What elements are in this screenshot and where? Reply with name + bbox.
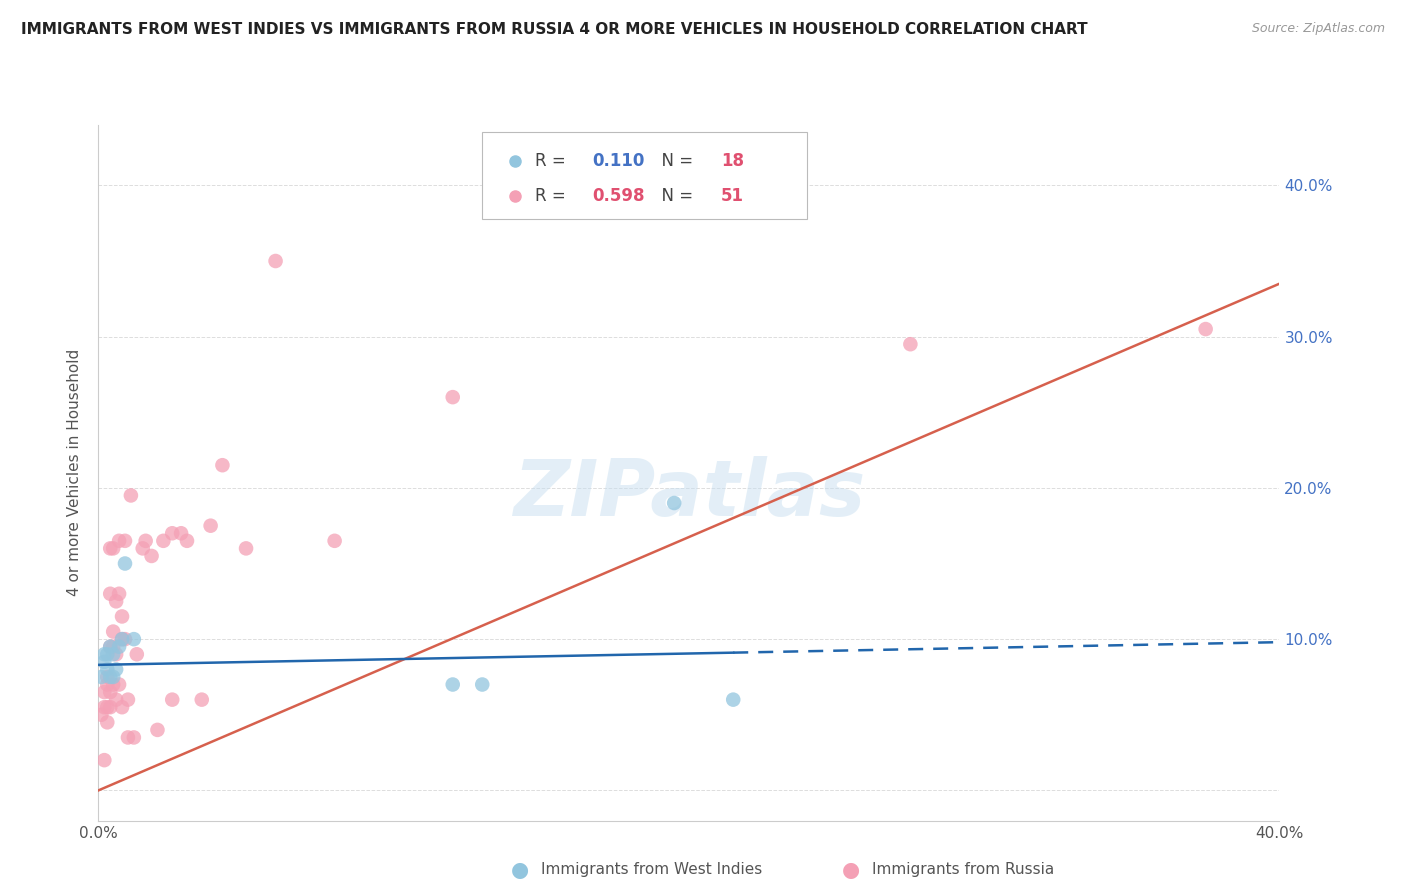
Point [471, 677, 494, 691]
Point [108, 587, 131, 601]
Point [117, 692, 139, 706]
Point [170, 526, 193, 541]
Point [235, 541, 257, 556]
Point [96, 677, 118, 691]
Point [98, 640, 121, 654]
Point [98, 541, 121, 556]
Point [103, 624, 125, 639]
FancyBboxPatch shape [482, 132, 807, 219]
Text: R =: R = [536, 152, 571, 169]
Point [108, 640, 131, 654]
Point [122, 632, 145, 647]
Point [723, 692, 745, 706]
Point [141, 549, 163, 563]
Point [93, 647, 115, 661]
Point [114, 557, 136, 571]
Point [1195, 322, 1218, 336]
Text: IMMIGRANTS FROM WEST INDIES VS IMMIGRANTS FROM RUSSIA 4 OR MORE VEHICLES IN HOUS: IMMIGRANTS FROM WEST INDIES VS IMMIGRANT… [21, 22, 1088, 37]
Point [114, 533, 136, 548]
Point [103, 677, 125, 691]
Point [441, 390, 464, 404]
Point [108, 677, 131, 691]
Point [93, 700, 115, 714]
Text: 51: 51 [721, 186, 744, 205]
Point [162, 526, 183, 541]
Point [211, 458, 233, 473]
Text: 18: 18 [721, 152, 744, 169]
Text: ●: ● [842, 860, 859, 880]
Point [98, 670, 121, 684]
Point [664, 496, 686, 510]
Point [176, 533, 198, 548]
Point [105, 662, 128, 676]
Point [125, 647, 148, 661]
Point [96, 670, 118, 684]
Point [900, 337, 922, 351]
Point [111, 609, 134, 624]
Point [96, 662, 118, 676]
Point [96, 700, 118, 714]
Point [441, 677, 464, 691]
Point [105, 692, 128, 706]
Point [103, 647, 125, 661]
Point [114, 632, 136, 647]
Text: ●: ● [512, 860, 529, 880]
Point [103, 640, 125, 654]
Point [93, 753, 115, 767]
Point [93, 685, 115, 699]
Point [323, 533, 346, 548]
Point [135, 533, 157, 548]
Point [98, 700, 121, 714]
Text: N =: N = [651, 186, 699, 205]
Point [132, 541, 155, 556]
Text: 0.598: 0.598 [592, 186, 644, 205]
Point [111, 632, 134, 647]
Point [191, 692, 214, 706]
Point [111, 632, 134, 647]
Point [200, 518, 222, 533]
Point [152, 533, 174, 548]
Point [108, 533, 131, 548]
Point [98, 685, 121, 699]
Point [117, 731, 139, 745]
Point [103, 670, 125, 684]
Point [98, 640, 121, 654]
Point [162, 692, 183, 706]
Point [111, 700, 134, 714]
Point [90, 670, 112, 684]
Point [122, 731, 145, 745]
Point [105, 647, 128, 661]
Point [96, 647, 118, 661]
Text: N =: N = [651, 152, 699, 169]
Y-axis label: 4 or more Vehicles in Household: 4 or more Vehicles in Household [67, 349, 83, 597]
Point [93, 655, 115, 669]
Text: 0.110: 0.110 [592, 152, 644, 169]
Point [98, 587, 121, 601]
Text: Source: ZipAtlas.com: Source: ZipAtlas.com [1251, 22, 1385, 36]
Text: ZIPatlas: ZIPatlas [513, 456, 865, 532]
Point [264, 254, 287, 268]
Point [105, 594, 128, 608]
Point [146, 723, 169, 737]
Text: R =: R = [536, 186, 571, 205]
Text: Immigrants from West Indies: Immigrants from West Indies [541, 863, 762, 877]
Point [120, 488, 142, 502]
Point [96, 715, 118, 730]
Point [90, 707, 112, 722]
Text: Immigrants from Russia: Immigrants from Russia [872, 863, 1054, 877]
Point [103, 541, 125, 556]
